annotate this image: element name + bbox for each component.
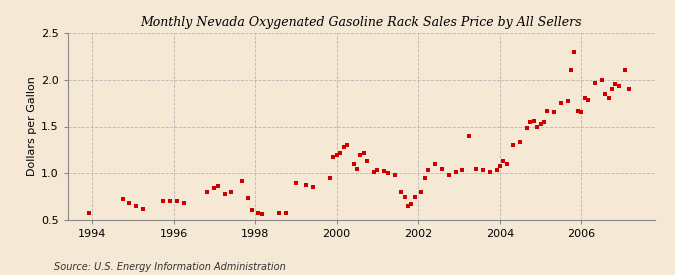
Point [437, 166, 448, 171]
Point [556, 101, 566, 105]
Point [502, 162, 512, 166]
Point [542, 108, 553, 113]
Y-axis label: Dollars per Gallon: Dollars per Gallon [26, 76, 36, 177]
Point [464, 134, 475, 138]
Point [470, 166, 481, 171]
Point [171, 199, 182, 204]
Title: Monthly Nevada Oxygenated Gasoline Rack Sales Price by All Sellers: Monthly Nevada Oxygenated Gasoline Rack … [140, 16, 582, 29]
Point [522, 126, 533, 131]
Point [484, 170, 495, 175]
Point [457, 168, 468, 173]
Point [494, 164, 505, 168]
Point [549, 110, 560, 115]
Point [212, 184, 223, 189]
Point [165, 199, 176, 204]
Point [83, 211, 94, 216]
Point [273, 210, 284, 215]
Point [508, 143, 518, 147]
Point [477, 168, 488, 173]
Point [253, 210, 264, 215]
Point [226, 190, 237, 194]
Point [372, 168, 383, 173]
Point [379, 169, 389, 174]
Point [579, 96, 590, 101]
Point [389, 173, 400, 177]
Point [219, 192, 230, 196]
Text: Source: U.S. Energy Information Administration: Source: U.S. Energy Information Administ… [54, 262, 286, 272]
Point [331, 153, 342, 158]
Point [280, 211, 291, 216]
Point [124, 201, 135, 205]
Point [382, 171, 393, 175]
Point [497, 159, 508, 163]
Point [583, 98, 594, 103]
Point [246, 208, 257, 212]
Point [529, 119, 539, 123]
Point [525, 120, 536, 124]
Point [569, 50, 580, 54]
Point [256, 212, 267, 217]
Point [430, 162, 441, 166]
Point [396, 190, 406, 194]
Point [117, 197, 128, 202]
Point [420, 176, 431, 180]
Point [158, 199, 169, 204]
Point [178, 201, 189, 205]
Point [443, 173, 454, 177]
Point [576, 110, 587, 115]
Point [355, 152, 366, 157]
Point [300, 183, 311, 188]
Point [562, 99, 573, 103]
Point [290, 180, 301, 185]
Point [589, 80, 600, 85]
Point [423, 168, 434, 173]
Point [324, 176, 335, 180]
Point [539, 120, 549, 124]
Point [406, 202, 416, 206]
Point [338, 145, 349, 149]
Point [624, 87, 634, 91]
Point [308, 185, 319, 189]
Point [402, 204, 413, 208]
Point [348, 162, 359, 166]
Point [610, 82, 620, 87]
Point [335, 150, 346, 155]
Point [416, 190, 427, 194]
Point [532, 124, 543, 129]
Point [328, 155, 339, 160]
Point [209, 186, 220, 190]
Point [515, 140, 526, 145]
Point [362, 159, 373, 163]
Point [450, 170, 461, 175]
Point [566, 68, 576, 73]
Point [342, 143, 352, 147]
Point [352, 166, 362, 171]
Point [614, 84, 624, 89]
Point [202, 190, 213, 194]
Point [410, 194, 421, 199]
Point [572, 108, 583, 113]
Point [236, 178, 247, 183]
Point [138, 207, 148, 211]
Point [369, 170, 379, 175]
Point [596, 78, 607, 82]
Point [620, 68, 630, 73]
Point [535, 122, 546, 126]
Point [358, 150, 369, 155]
Point [607, 87, 618, 91]
Point [130, 204, 141, 208]
Point [491, 167, 502, 172]
Point [243, 196, 254, 201]
Point [400, 194, 410, 199]
Point [599, 92, 610, 96]
Point [603, 96, 614, 101]
